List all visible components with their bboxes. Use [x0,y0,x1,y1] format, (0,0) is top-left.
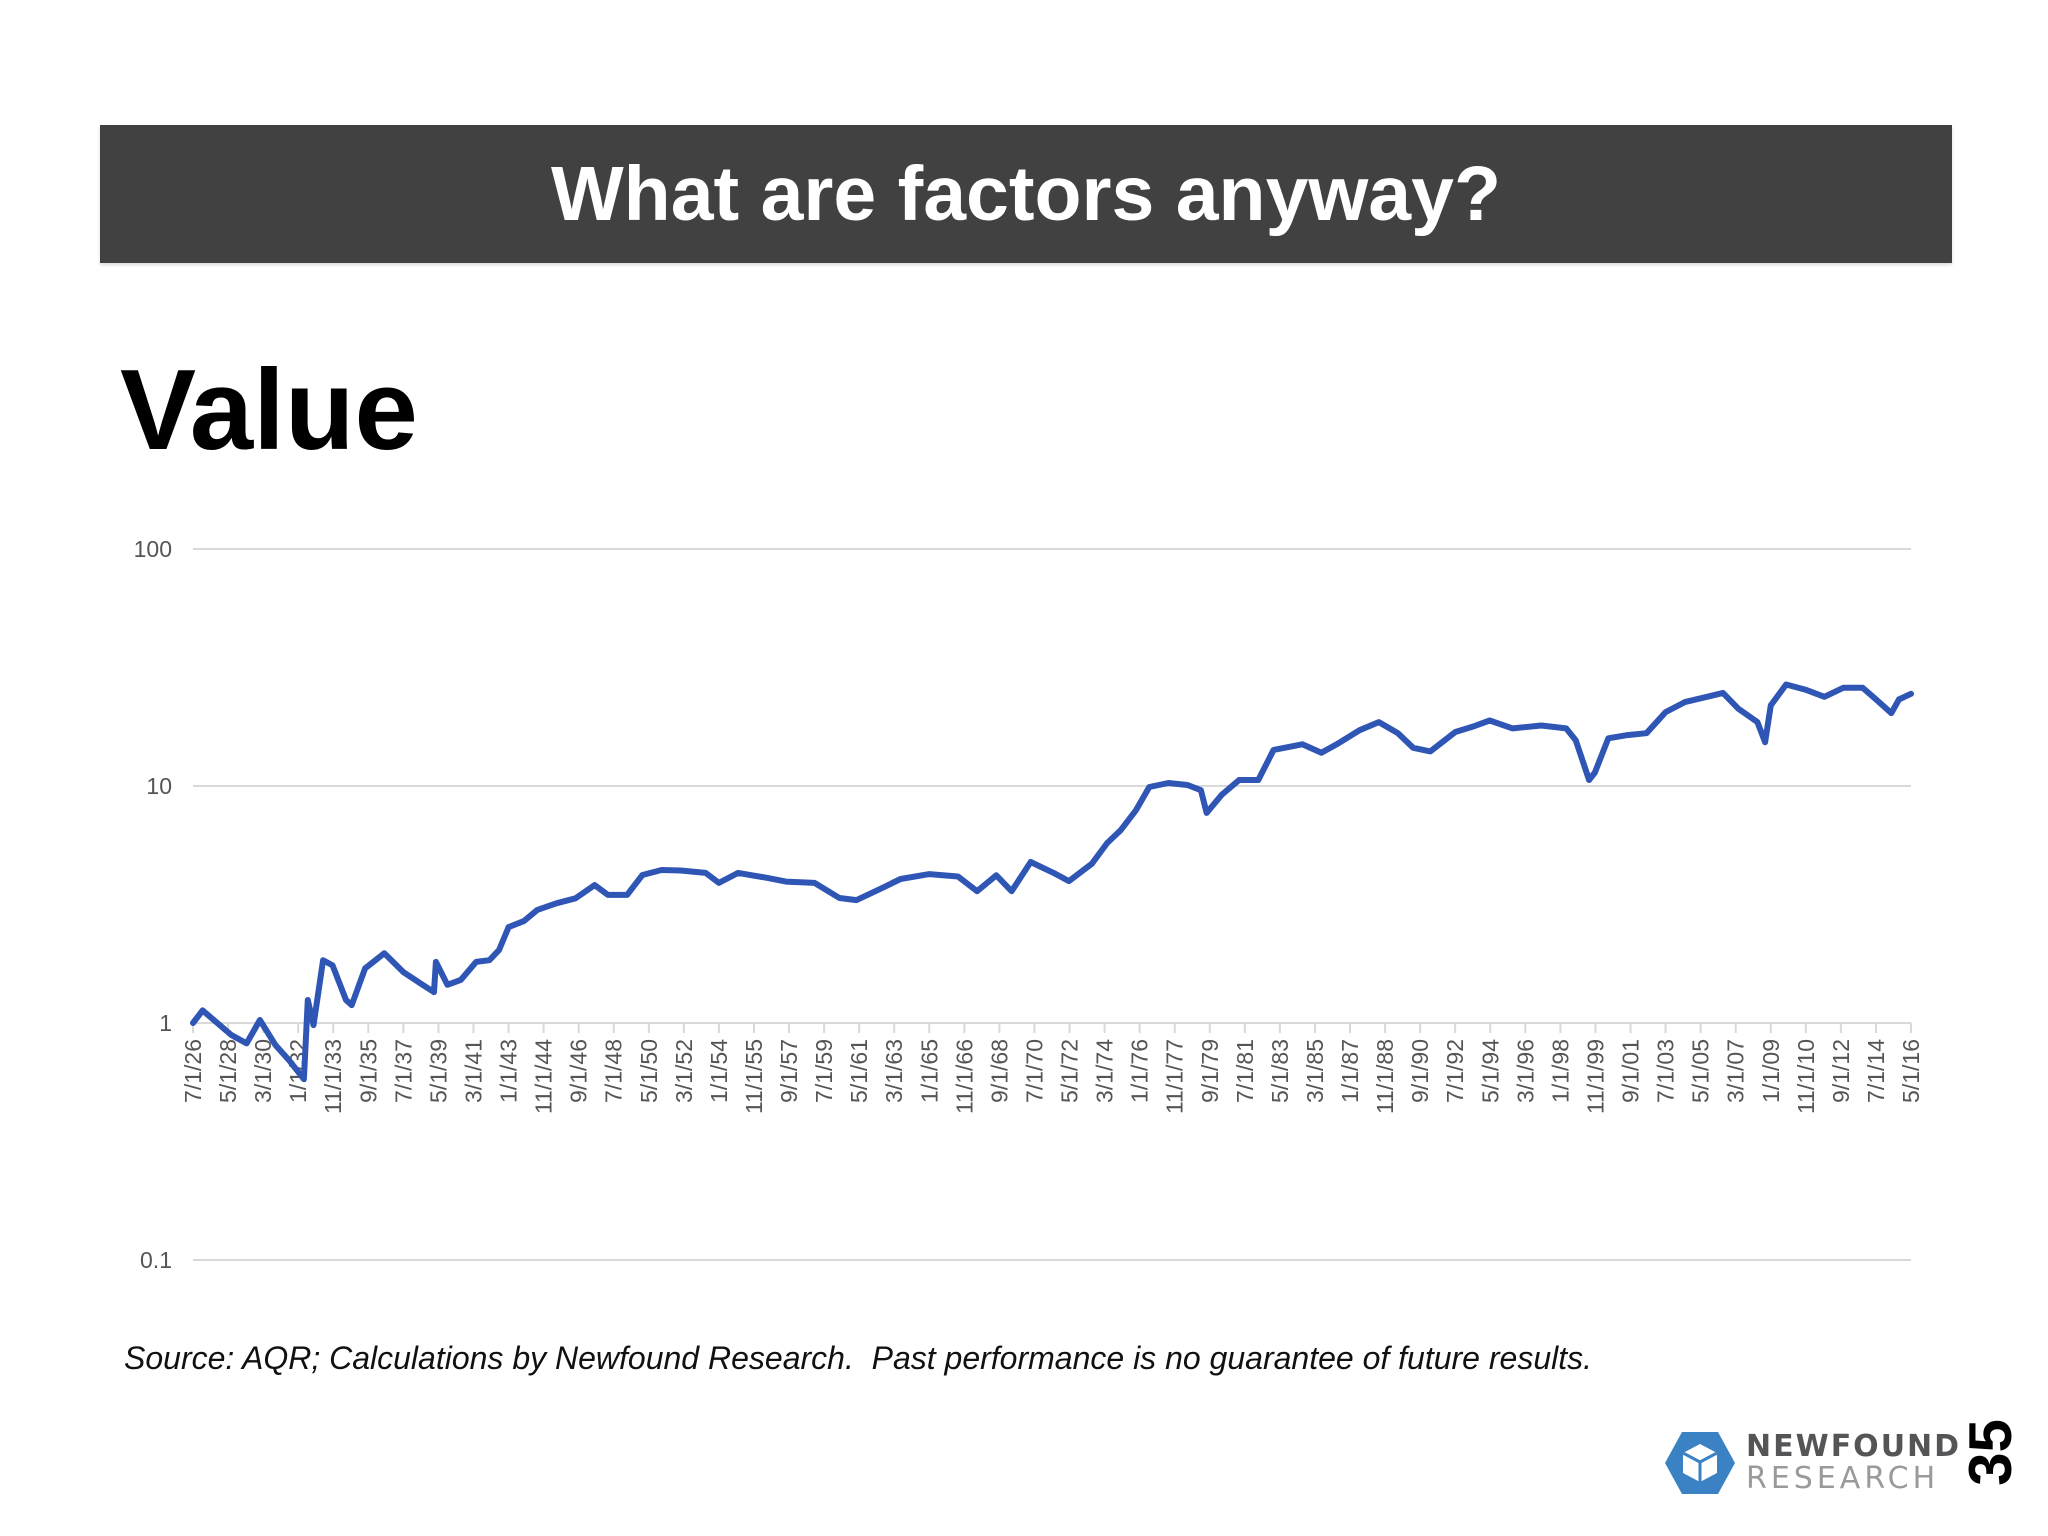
logo-line1: NEWFOUND [1746,1429,1962,1464]
x-tick-label: 11/1/44 [531,1039,557,1114]
x-tick-label: 3/1/30 [250,1039,276,1103]
x-tick-label: 7/1/70 [1021,1039,1047,1103]
x-tick-label: 11/1/33 [320,1039,346,1114]
x-tick-label: 9/1/57 [776,1039,802,1103]
x-tick-label: 7/1/48 [601,1039,627,1103]
x-tick-label: 7/1/59 [811,1039,837,1103]
x-tick-label: 5/1/61 [846,1039,872,1103]
x-tick-label: 11/1/88 [1372,1039,1398,1114]
x-tick-label: 1/1/43 [496,1039,522,1103]
x-tick-label: 5/1/50 [636,1039,662,1103]
x-tick-label: 5/1/83 [1267,1039,1293,1103]
x-tick-label: 9/1/68 [986,1039,1012,1103]
x-tick-label: 1/1/65 [916,1039,942,1103]
x-tick-label: 3/1/41 [460,1039,486,1103]
x-tick-label: 5/1/28 [215,1039,241,1103]
x-tick-label: 5/1/05 [1688,1039,1714,1103]
page-number: 35 [1950,1415,2030,1490]
x-tick-label: 7/1/03 [1653,1039,1679,1103]
x-tick-label: 3/1/52 [671,1039,697,1103]
y-tick-label: 10 [146,773,172,799]
newfound-research-logo: NEWFOUND RESEARCH [1664,1430,1961,1496]
x-tick-label: 1/1/54 [706,1039,732,1103]
x-tick-label: 3/1/96 [1512,1039,1538,1103]
x-tick-label: 1/1/98 [1547,1039,1573,1103]
x-tick-label: 1/1/87 [1337,1039,1363,1103]
x-tick-label: 7/1/14 [1863,1039,1889,1103]
y-tick-label: 100 [134,536,172,562]
x-tick-label: 3/1/85 [1302,1039,1328,1103]
y-tick-label: 0.1 [140,1247,172,1273]
x-tick-label: 5/1/72 [1057,1039,1083,1103]
x-tick-label: 7/1/26 [180,1039,206,1103]
title-bar: What are factors anyway? [100,125,1952,263]
x-tick-label: 11/1/66 [951,1039,977,1114]
x-tick-label: 5/1/94 [1477,1039,1503,1103]
x-tick-label: 11/1/10 [1793,1039,1819,1114]
slide-title: What are factors anyway? [551,150,1501,237]
x-tick-label: 5/1/16 [1898,1039,1924,1103]
x-tick-label: 3/1/07 [1723,1039,1749,1103]
x-tick-label: 9/1/46 [566,1039,592,1103]
x-tick-label: 7/1/92 [1442,1039,1468,1103]
x-tick-label: 11/1/99 [1582,1039,1608,1114]
x-tick-label: 9/1/90 [1407,1039,1433,1103]
x-tick-label: 9/1/01 [1618,1039,1644,1103]
page-number-text: 35 [1956,1419,2024,1486]
y-tick-label: 1 [159,1010,172,1036]
x-tick-label: 9/1/12 [1828,1039,1854,1103]
source-note: Source: AQR; Calculations by Newfound Re… [124,1340,1592,1376]
x-tick-label: 11/1/55 [741,1039,767,1114]
x-tick-label: 7/1/81 [1232,1039,1258,1103]
x-tick-label: 11/1/77 [1162,1039,1188,1114]
x-tick-label: 3/1/74 [1092,1039,1118,1103]
value-series-line [190,681,1914,1083]
logo-line2: RESEARCH [1746,1461,1940,1496]
x-tick-label: 1/1/09 [1758,1039,1784,1103]
x-tick-label: 9/1/35 [355,1039,381,1103]
section-heading: Value [120,347,418,474]
x-tick-label: 7/1/37 [390,1039,416,1103]
hexagon-cube-icon [1665,1432,1735,1494]
x-tick-label: 3/1/63 [881,1039,907,1103]
x-tick-label: 9/1/79 [1197,1039,1223,1103]
x-tick-label: 5/1/39 [425,1039,451,1103]
x-tick-label: 1/1/76 [1127,1039,1153,1103]
